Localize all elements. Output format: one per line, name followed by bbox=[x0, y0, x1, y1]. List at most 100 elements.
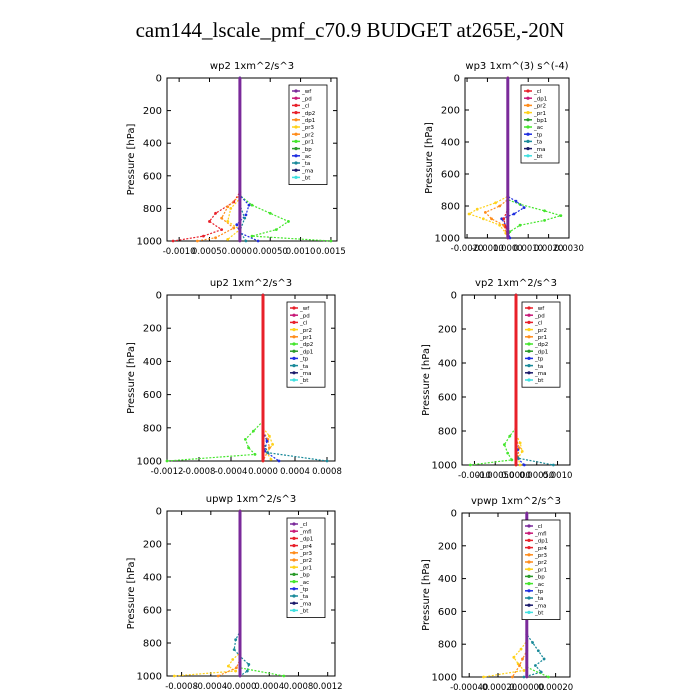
legend-marker bbox=[294, 161, 298, 165]
data-point bbox=[231, 658, 235, 661]
legend-label: _tp bbox=[299, 357, 309, 363]
data-point bbox=[226, 237, 230, 241]
data-point bbox=[265, 439, 269, 443]
legend-marker bbox=[292, 594, 296, 598]
data-point bbox=[512, 655, 516, 659]
data-point bbox=[208, 220, 211, 223]
y-tick-label: 600 bbox=[441, 170, 460, 181]
legend-marker bbox=[526, 132, 530, 136]
y-tick-label: 200 bbox=[143, 324, 162, 335]
legend-label: _pd bbox=[299, 313, 310, 319]
legend-marker bbox=[292, 349, 296, 353]
legend-label: _dp1 bbox=[534, 539, 548, 545]
data-point bbox=[238, 239, 242, 243]
y-tick-label: 200 bbox=[143, 106, 162, 117]
legend-marker bbox=[294, 103, 298, 107]
legend-marker bbox=[292, 335, 296, 339]
legend-marker bbox=[292, 320, 296, 324]
data-point bbox=[502, 217, 506, 221]
y-tick-label: 1000 bbox=[137, 237, 162, 248]
series-line bbox=[484, 78, 509, 239]
legend-marker bbox=[292, 371, 296, 375]
legend-label: _ac bbox=[301, 154, 311, 160]
x-tick-label: -0.0010 bbox=[163, 247, 196, 257]
legend-marker bbox=[527, 531, 531, 535]
data-point bbox=[506, 236, 510, 240]
legend-marker bbox=[526, 154, 530, 158]
y-tick-label: 1000 bbox=[137, 457, 162, 468]
legend-label: _ma bbox=[534, 603, 546, 609]
x-tick-label: 0.00050 bbox=[253, 247, 288, 257]
panel-4: vp2 1xm^2/s^3 Pressure [hPa] 0 200 400 600 800… bbox=[421, 278, 572, 481]
data-point bbox=[274, 228, 278, 231]
y-tick-label: 800 bbox=[438, 640, 457, 651]
y-axis-label: Pressure [hPa] bbox=[126, 558, 137, 630]
data-point bbox=[226, 664, 230, 668]
legend-marker bbox=[292, 558, 296, 562]
legend-marker bbox=[292, 342, 296, 346]
data-point bbox=[238, 76, 242, 80]
data-point bbox=[234, 666, 238, 670]
x-tick-label: 0.00020 bbox=[538, 683, 573, 693]
data-point bbox=[522, 206, 526, 210]
legend-marker bbox=[294, 168, 298, 172]
legend-marker bbox=[526, 89, 530, 93]
legend-marker bbox=[292, 356, 296, 360]
legend-marker bbox=[292, 544, 296, 548]
legend-label: _ta bbox=[301, 161, 310, 167]
series-line bbox=[239, 511, 285, 677]
legend-label: _ta bbox=[299, 594, 308, 600]
legend-label: _pr3 bbox=[299, 551, 313, 557]
data-point bbox=[269, 457, 273, 461]
series-line bbox=[483, 513, 528, 678]
legend-marker bbox=[294, 118, 298, 122]
legend-marker bbox=[294, 147, 298, 151]
data-point bbox=[547, 675, 550, 679]
legend-label: _wf bbox=[299, 306, 310, 312]
data-point bbox=[490, 217, 493, 221]
panel-2: wp3 1xm^(3) s^(-4) Pressure [hPa] 0 200 400 6… bbox=[424, 61, 584, 254]
data-point bbox=[502, 443, 506, 446]
legend-label: _ac bbox=[533, 125, 543, 131]
data-point bbox=[525, 511, 529, 515]
panel-title: vpwp 1xm^2/s^3 bbox=[471, 496, 561, 507]
y-tick-label: 400 bbox=[143, 573, 162, 584]
y-tick-label: 1000 bbox=[435, 234, 460, 245]
panel-6: vpwp 1xm^2/s^3 Pressure [hPa] 0 200 400 600 80… bbox=[421, 496, 573, 693]
series-line bbox=[166, 295, 264, 462]
data-point bbox=[498, 204, 502, 208]
legend-label: _tp bbox=[534, 357, 544, 363]
data-point bbox=[271, 443, 274, 446]
legend-marker bbox=[527, 553, 531, 557]
x-tick-label: -0.0012 bbox=[151, 467, 184, 477]
legend-marker bbox=[294, 111, 298, 115]
x-tick-label: 0.0000 bbox=[493, 244, 523, 254]
legend-label: _pr2 bbox=[299, 558, 312, 564]
data-point bbox=[247, 203, 251, 207]
data-point bbox=[522, 463, 526, 467]
data-point bbox=[510, 458, 514, 462]
data-point bbox=[214, 236, 217, 240]
x-tick-label: -0.0008 bbox=[165, 682, 198, 692]
data-point bbox=[282, 674, 286, 678]
legend-label: _tp bbox=[534, 589, 544, 595]
x-tick-label: -0.0010 bbox=[458, 471, 491, 481]
legend-label: _pr2 bbox=[301, 132, 314, 138]
x-tick-label: -0.0004 bbox=[194, 682, 227, 692]
y-axis-label: Pressure [hPa] bbox=[421, 344, 432, 416]
data-point bbox=[518, 664, 521, 667]
legend-label: _mfl bbox=[534, 531, 547, 537]
y-axis-label: Pressure [hPa] bbox=[421, 559, 432, 631]
plot-frame bbox=[166, 510, 336, 677]
y-tick-label: 600 bbox=[143, 606, 162, 617]
data-point bbox=[220, 216, 224, 220]
data-point bbox=[542, 657, 546, 661]
data-point bbox=[252, 429, 255, 433]
data-point bbox=[172, 674, 176, 678]
legend-marker bbox=[527, 313, 531, 317]
x-tick-label: .0000 bbox=[228, 247, 252, 257]
legend-label: _pr4 bbox=[534, 546, 548, 552]
data-point bbox=[238, 674, 242, 678]
series-line bbox=[227, 78, 241, 240]
legend-marker bbox=[292, 313, 296, 317]
